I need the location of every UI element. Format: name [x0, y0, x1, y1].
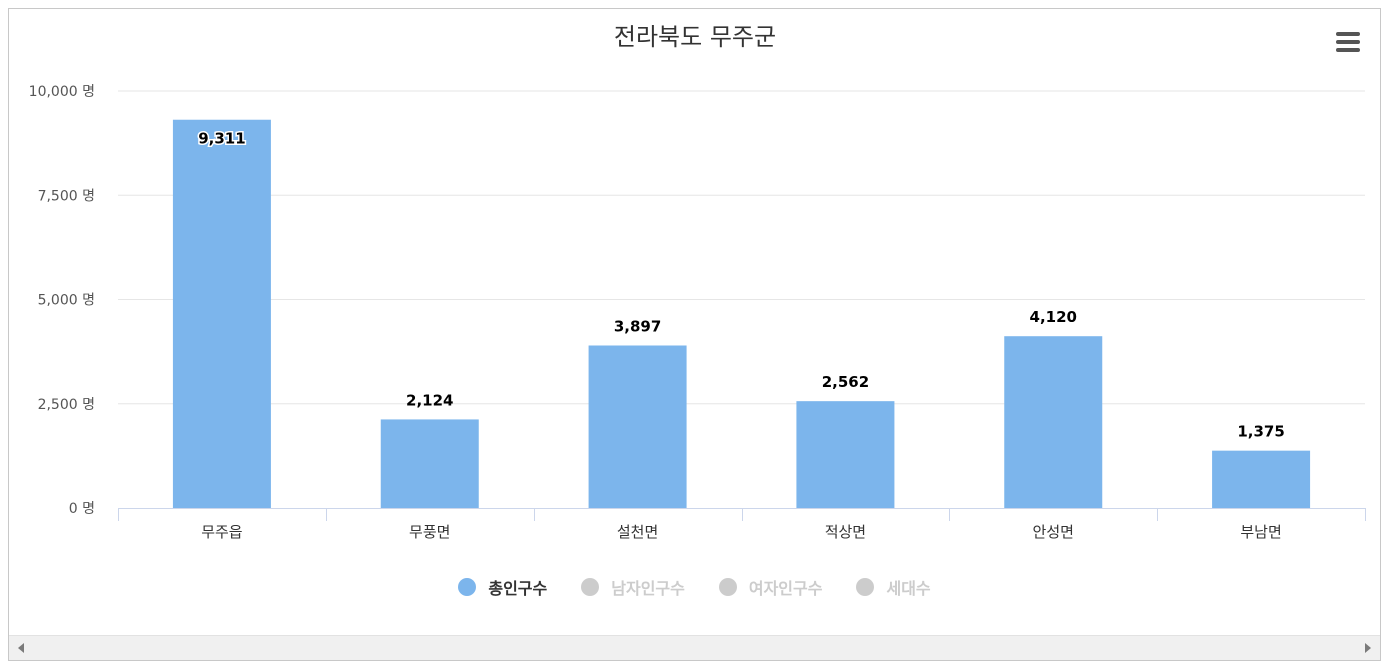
bar[interactable]	[172, 119, 271, 509]
bar[interactable]	[588, 345, 687, 508]
data-label: 2,124	[406, 391, 453, 409]
legend-marker-icon	[718, 578, 737, 596]
data-label: 9,311	[198, 130, 245, 148]
x-tick-label: 적상면	[825, 523, 866, 541]
data-labels: 9,311 2,124 3,897 2,562 4,120 1,375	[197, 128, 1285, 441]
bars	[172, 119, 1311, 509]
y-tick-label: 7,500 명	[38, 188, 95, 204]
data-label: 2,562	[822, 373, 869, 391]
grid-lines	[118, 90, 1365, 405]
legend-marker-icon	[458, 578, 477, 596]
legend-label: 총인구수	[488, 579, 548, 598]
bar[interactable]	[1212, 450, 1311, 508]
legend-item[interactable]: 남자인구수	[581, 575, 685, 599]
x-tick-label: 부남면	[1240, 523, 1281, 541]
legend-label: 여자인구수	[748, 579, 823, 598]
chart-title: 전라북도 무주군	[614, 23, 776, 51]
scroll-left-arrow-icon[interactable]	[18, 643, 24, 653]
legend-label: 세대수	[886, 579, 931, 598]
bar[interactable]	[380, 419, 479, 508]
x-tick-label: 안성면	[1033, 523, 1074, 541]
horizontal-scrollbar[interactable]	[9, 635, 1380, 660]
x-tick-label: 무주읍	[201, 523, 242, 541]
hamburger-menu-icon[interactable]	[1332, 28, 1364, 58]
y-axis-labels: 0 명 2,500 명 5,000 명 7,500 명 10,000 명	[29, 84, 95, 517]
legend-item[interactable]: 세대수	[856, 575, 931, 599]
bar[interactable]	[1004, 336, 1103, 508]
legend-marker-icon	[581, 578, 600, 596]
y-tick-label: 2,500 명	[38, 397, 95, 413]
legend-item[interactable]: 여자인구수	[718, 575, 823, 599]
x-axis: 무주읍 무풍면 설천면 적상면 안성면 부남면	[118, 508, 1366, 541]
data-label: 1,375	[1237, 423, 1284, 441]
legend-item[interactable]: 총인구수	[458, 575, 547, 599]
data-label: 3,897	[614, 317, 661, 335]
x-tick-label: 설천면	[617, 523, 658, 541]
legend-label: 남자인구수	[611, 579, 685, 598]
y-tick-label: 5,000 명	[38, 293, 95, 309]
y-tick-label: 0 명	[69, 501, 95, 517]
legend-marker-icon	[856, 578, 875, 596]
legend: 총인구수 남자인구수 여자인구수 세대수	[0, 572, 1389, 602]
y-tick-label: 10,000 명	[29, 84, 95, 100]
bar[interactable]	[796, 401, 895, 508]
data-label: 4,120	[1030, 308, 1077, 326]
scroll-right-arrow-icon[interactable]	[1365, 643, 1371, 653]
x-tick-label: 무풍면	[409, 523, 450, 541]
